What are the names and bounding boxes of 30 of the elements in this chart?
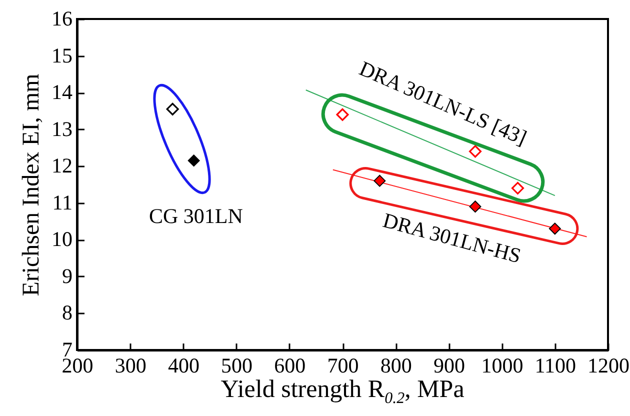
- y-tick-label: 16: [52, 6, 72, 30]
- point: [548, 222, 561, 235]
- y-tick-label: 9: [62, 264, 72, 288]
- x-tick-label: 400: [168, 354, 200, 378]
- x-tick-label: 700: [327, 354, 359, 378]
- x-tick-label: 500: [221, 354, 253, 378]
- point: [511, 182, 524, 194]
- x-axis-title: Yield strength R$_{0.2}$, MPa: [220, 376, 466, 408]
- y-tick-label: 12: [52, 154, 72, 178]
- point: [336, 108, 349, 121]
- point: [374, 174, 386, 187]
- x-tick-label: 1000: [481, 354, 524, 378]
- point: [469, 200, 482, 213]
- y-tick-label: 14: [52, 80, 73, 104]
- x-tick-label: 300: [114, 354, 146, 378]
- y-tick-label: 8: [62, 300, 72, 325]
- y-tick-label: 15: [52, 43, 72, 68]
- point: [166, 102, 179, 116]
- annotation: CG 301LN: [149, 204, 243, 228]
- x-tick-label: 900: [433, 354, 465, 378]
- y-tick-label: 10: [52, 227, 72, 252]
- y-tick-label: 11: [52, 190, 72, 214]
- y-axis-title: Erichsen Index EI, mm: [18, 73, 44, 296]
- x-tick-label: 600: [274, 354, 306, 378]
- x-tick-label: 1200: [588, 354, 630, 378]
- point: [188, 154, 200, 167]
- x-tick-label: 1100: [534, 354, 576, 378]
- point: [468, 145, 482, 158]
- y-tick-label: 13: [52, 116, 72, 141]
- x-tick-label: 800: [380, 354, 412, 378]
